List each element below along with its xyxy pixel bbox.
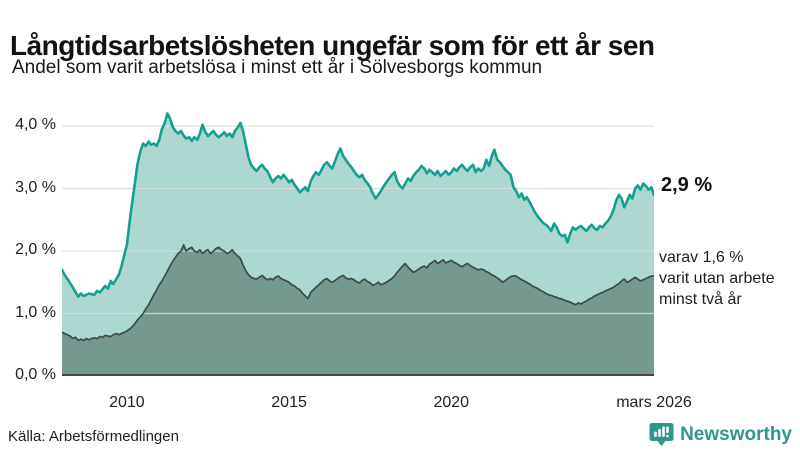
area-chart: [62, 112, 654, 376]
y-axis-tick-label: 0,0 %: [15, 366, 56, 383]
x-axis-tick-label: 2010: [109, 394, 145, 411]
x-axis-tick-label: 2015: [271, 394, 307, 411]
chart-title: Långtidsarbetslösheten ungefär som för e…: [10, 29, 655, 61]
x-axis-tick-label: 2020: [433, 394, 470, 411]
series-line: [62, 112, 654, 298]
series-line: [62, 243, 654, 342]
chart-subtitle: Andel som varit arbetslösa i minst ett å…: [12, 57, 543, 78]
y-axis-tick-label: 2,0 %: [15, 241, 56, 258]
newsworthy-wordmark: Newsworthy: [680, 424, 792, 445]
source-label: Källa: Arbetsförmedlingen: [8, 428, 179, 445]
series-area: [62, 244, 654, 376]
annotation-latest-value: 2,9 %: [661, 174, 713, 196]
annotation-line: varav 1,6 %: [659, 249, 744, 266]
y-axis-tick-label: 4,0 %: [15, 116, 56, 133]
newsworthy-icon: [649, 423, 674, 446]
x-axis-tick-label: mars 2026: [616, 394, 692, 411]
annotation-two-year-share: varav 1,6 % varit utan arbete minst två …: [659, 247, 797, 310]
annotation-line: minst två år: [659, 291, 742, 308]
y-axis-tick-label: 3,0 %: [15, 178, 56, 196]
newsworthy-logo: Newsworthy: [649, 422, 792, 448]
annotation-line: varit utan arbete: [659, 270, 775, 287]
y-axis-tick-label: 1,0 %: [15, 303, 56, 321]
